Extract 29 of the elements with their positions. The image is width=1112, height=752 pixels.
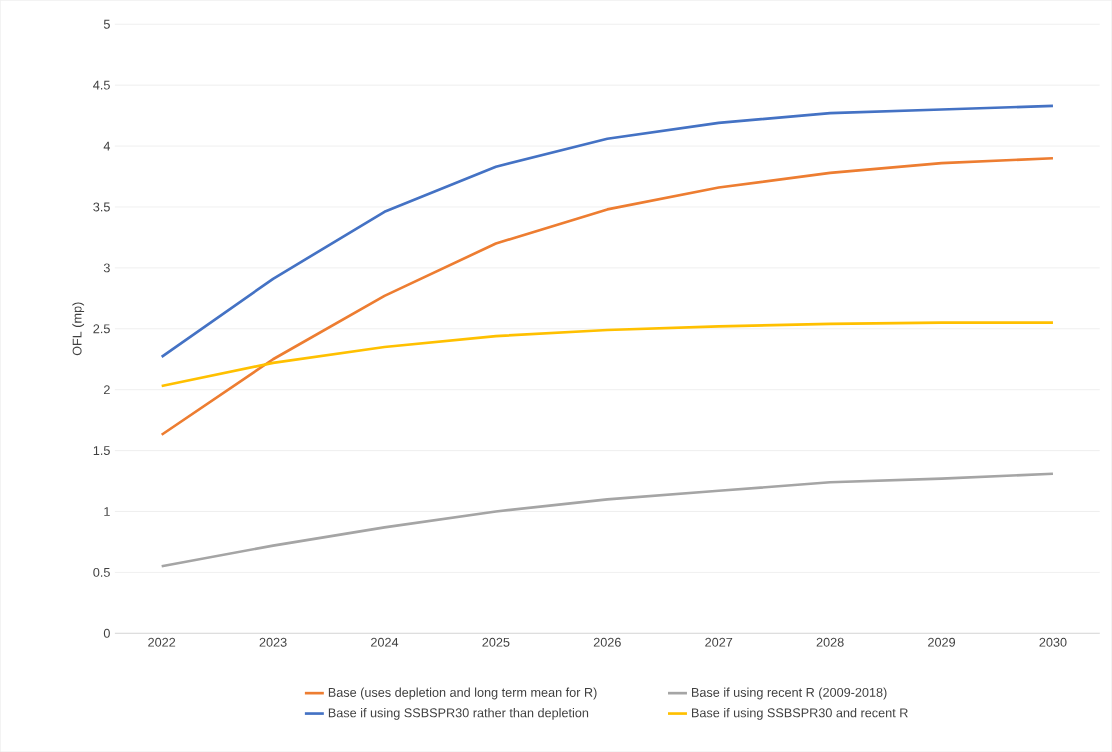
y-tick-label: 0	[103, 628, 110, 638]
y-tick-label: 2	[103, 385, 110, 395]
x-tick-label: 2023	[259, 637, 287, 647]
legend-label: Base if using SSBSPR30 rather than depletion	[328, 707, 589, 720]
y-tick-label: 4	[103, 141, 111, 151]
y-tick-label: 2.5	[93, 324, 110, 334]
line-series	[160, 321, 1055, 388]
x-tick-label: 2025	[482, 637, 510, 647]
y-tick-label: 1	[104, 507, 110, 516]
y-axis-title: OFL (mp)	[72, 302, 85, 356]
x-tick-label: 2024	[371, 637, 399, 647]
y-tick-label: 3.5	[93, 202, 110, 212]
x-tick-label: 2022	[148, 637, 176, 647]
legend-label: Base if using recent R (2009-2018)	[692, 687, 887, 700]
y-tick-label: 1.5	[93, 446, 110, 455]
legend-label: Base (uses depletion and long term mean for R)	[328, 687, 597, 700]
y-tick-label: 3	[103, 263, 110, 273]
line-series	[160, 104, 1055, 359]
y-tick-label: 0.5	[93, 567, 110, 577]
x-tick-label: 2028	[816, 637, 844, 647]
line-series	[160, 156, 1055, 437]
line-series	[160, 472, 1055, 568]
x-tick-label: 2030	[1039, 637, 1067, 647]
y-tick-label: 5	[103, 19, 110, 29]
legend-label: Base if using SSBSPR30 and recent R	[692, 707, 908, 720]
x-tick-label: 2027	[705, 637, 733, 647]
x-tick-label: 2029	[928, 637, 956, 647]
y-tick-label: 4.5	[93, 80, 110, 90]
x-tick-label: 2026	[593, 637, 621, 647]
